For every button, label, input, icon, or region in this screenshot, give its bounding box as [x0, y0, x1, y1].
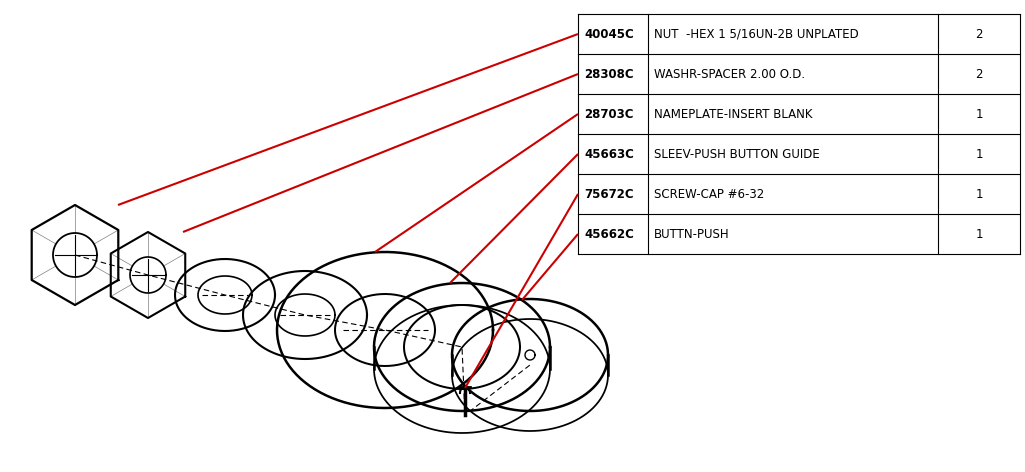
Text: SCREW-CAP #6-32: SCREW-CAP #6-32 [654, 187, 765, 201]
Text: 1: 1 [975, 147, 983, 160]
Text: WASHR-SPACER 2.00 O.D.: WASHR-SPACER 2.00 O.D. [654, 67, 805, 81]
Text: BUTTN-PUSH: BUTTN-PUSH [654, 228, 730, 241]
Text: 45663C: 45663C [584, 147, 633, 160]
Text: 28703C: 28703C [584, 108, 633, 120]
Text: 2: 2 [975, 27, 983, 41]
Text: NAMEPLATE-INSERT BLANK: NAMEPLATE-INSERT BLANK [654, 108, 813, 120]
Text: SLEEV-PUSH BUTTON GUIDE: SLEEV-PUSH BUTTON GUIDE [654, 147, 820, 160]
Text: NUT  -HEX 1 5/16UN-2B UNPLATED: NUT -HEX 1 5/16UN-2B UNPLATED [654, 27, 859, 41]
Text: 1: 1 [975, 228, 983, 241]
Text: 2: 2 [975, 67, 983, 81]
Text: 75672C: 75672C [584, 187, 633, 201]
Text: 1: 1 [975, 108, 983, 120]
Text: 28308C: 28308C [584, 67, 633, 81]
Text: 45662C: 45662C [584, 228, 633, 241]
Text: 1: 1 [975, 187, 983, 201]
Text: 40045C: 40045C [584, 27, 633, 41]
